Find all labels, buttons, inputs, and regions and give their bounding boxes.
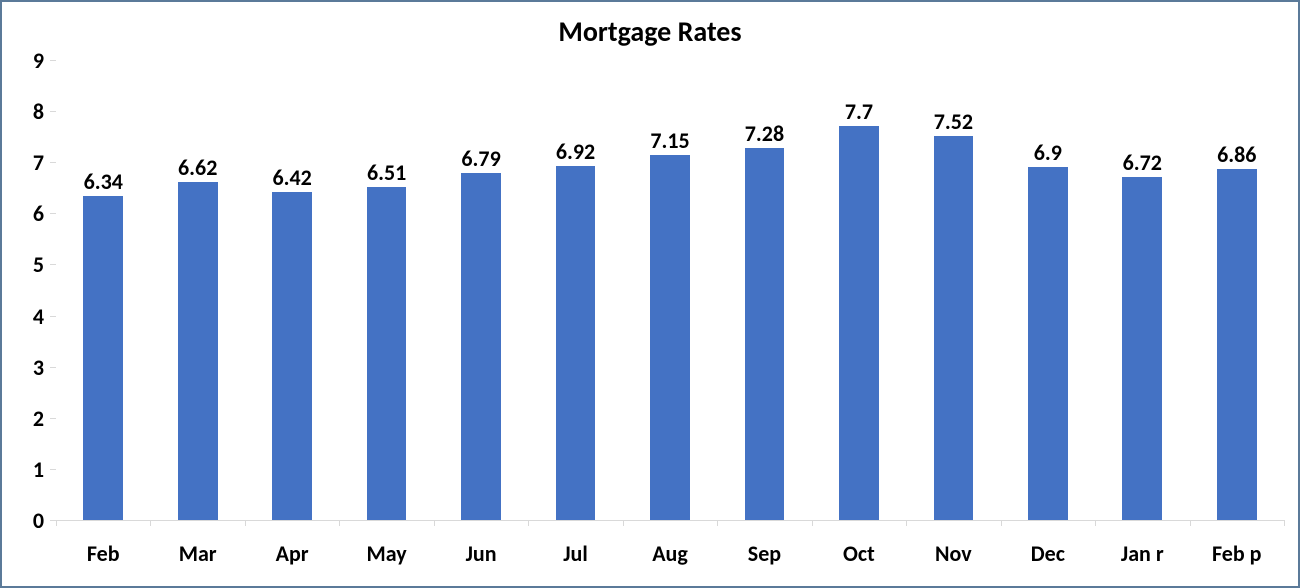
x-category-label: Aug [623, 540, 717, 567]
bar-value-label: 6.86 [1190, 141, 1284, 168]
y-tick-label: 8 [2, 98, 44, 125]
x-category-label: Nov [906, 540, 1000, 567]
x-category-label: May [339, 540, 433, 567]
x-tick-mark [1284, 520, 1285, 526]
x-tick-mark [434, 520, 435, 526]
bar [461, 173, 501, 520]
bar [934, 136, 974, 520]
y-tick-mark [50, 418, 56, 419]
bar [1028, 167, 1068, 520]
x-tick-mark [1190, 520, 1191, 526]
bar [1122, 177, 1162, 520]
bar [83, 196, 123, 520]
x-tick-mark [56, 520, 57, 526]
bar-value-label: 6.62 [150, 154, 244, 181]
y-tick-mark [50, 469, 56, 470]
y-tick-label: 4 [2, 303, 44, 330]
bar-value-label: 6.72 [1095, 149, 1189, 176]
x-category-label: Jan r [1095, 540, 1189, 567]
y-tick-mark [50, 162, 56, 163]
x-category-label: Sep [717, 540, 811, 567]
x-tick-mark [1001, 520, 1002, 526]
x-category-label: Apr [245, 540, 339, 567]
x-category-label: Mar [150, 540, 244, 567]
bar-value-label: 6.51 [339, 159, 433, 186]
bar-value-label: 6.34 [56, 168, 150, 195]
y-tick-mark [50, 316, 56, 317]
y-tick-mark [50, 213, 56, 214]
chart-title: Mortgage Rates [2, 14, 1298, 49]
bar-value-label: 7.15 [623, 127, 717, 154]
x-tick-mark [906, 520, 907, 526]
bar [839, 126, 879, 520]
x-category-label: Oct [812, 540, 906, 567]
x-axis-line [50, 520, 1284, 521]
x-tick-mark [150, 520, 151, 526]
bar-value-label: 6.42 [245, 164, 339, 191]
x-category-label: Feb p [1190, 540, 1284, 567]
x-tick-mark [623, 520, 624, 526]
x-category-label: Jul [528, 540, 622, 567]
x-tick-mark [812, 520, 813, 526]
bar-value-label: 7.28 [717, 120, 811, 147]
y-tick-mark [50, 111, 56, 112]
y-tick-label: 2 [2, 405, 44, 432]
bar-value-label: 7.7 [812, 98, 906, 125]
bar-value-label: 6.79 [434, 145, 528, 172]
y-tick-label: 6 [2, 200, 44, 227]
y-tick-mark [50, 60, 56, 61]
y-tick-mark [50, 264, 56, 265]
x-tick-mark [1095, 520, 1096, 526]
y-tick-label: 1 [2, 456, 44, 483]
bar-value-label: 6.9 [1001, 139, 1095, 166]
y-tick-label: 3 [2, 354, 44, 381]
x-tick-mark [528, 520, 529, 526]
y-tick-label: 0 [2, 507, 44, 534]
y-tick-label: 9 [2, 47, 44, 74]
bar [556, 166, 596, 520]
bar [745, 148, 785, 520]
chart-container: Mortgage Rates 0123456789 FebMarAprMayJu… [0, 0, 1300, 588]
x-tick-mark [717, 520, 718, 526]
y-tick-label: 5 [2, 251, 44, 278]
bar [1217, 169, 1257, 520]
bar [367, 187, 407, 520]
y-tick-mark [50, 367, 56, 368]
x-tick-mark [245, 520, 246, 526]
x-category-label: Jun [434, 540, 528, 567]
x-category-label: Feb [56, 540, 150, 567]
x-category-label: Dec [1001, 540, 1095, 567]
bar-value-label: 6.92 [528, 138, 622, 165]
bar [650, 155, 690, 520]
bar-value-label: 7.52 [906, 108, 1000, 135]
bar [272, 192, 312, 520]
y-tick-label: 7 [2, 149, 44, 176]
x-tick-mark [339, 520, 340, 526]
bar [178, 182, 218, 520]
